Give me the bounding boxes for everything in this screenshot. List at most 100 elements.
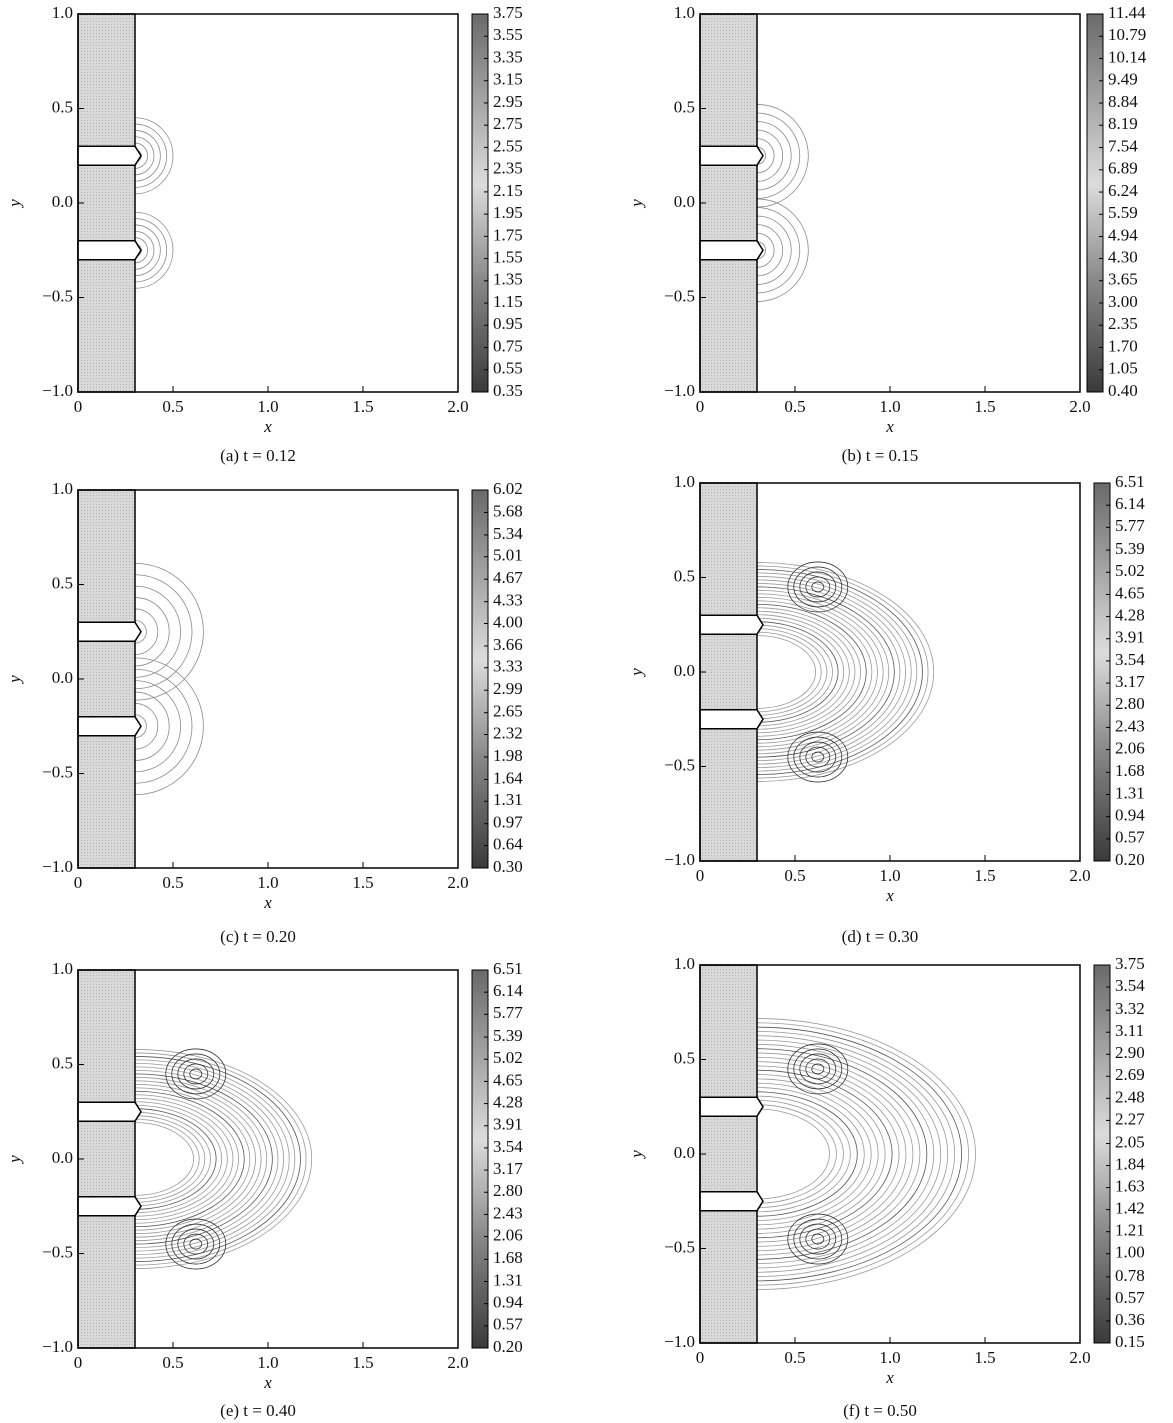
x-tick-label: 1.0 — [879, 866, 900, 885]
x-tick-label: 1.5 — [352, 1353, 373, 1372]
vortex-line — [793, 566, 843, 608]
x-tick-label: 0.5 — [162, 397, 183, 416]
colorbar-label: 6.89 — [1108, 159, 1138, 178]
contour-line — [757, 603, 867, 741]
colorbar — [471, 969, 489, 1349]
colorbar-label: 2.95 — [493, 92, 523, 111]
contour-line — [135, 136, 155, 176]
slot — [699, 145, 764, 166]
vortex-line — [171, 1053, 221, 1095]
vortex-line — [799, 1223, 837, 1255]
colorbar-label: 1.05 — [1108, 359, 1138, 378]
colorbar-label: 6.24 — [1108, 181, 1138, 200]
colorbar-label: 5.68 — [493, 501, 523, 520]
vortex-line — [787, 561, 849, 613]
colorbar-label: 6.51 — [1115, 472, 1145, 491]
colorbar-label: 3.17 — [1115, 672, 1145, 691]
x-tick-label: 1.5 — [352, 873, 373, 892]
colorbar-label: 5.77 — [493, 1003, 523, 1022]
contour-line — [757, 614, 850, 730]
y-axis-label: y — [627, 668, 646, 678]
contour-line — [757, 593, 884, 751]
colorbar-label: 3.54 — [1115, 650, 1145, 669]
vortex-line — [165, 1218, 227, 1270]
colorbar-label: 3.15 — [493, 70, 523, 89]
contour-line — [135, 230, 155, 270]
vortex-line — [793, 736, 843, 778]
y-tick-label: 1.0 — [674, 3, 695, 22]
colorbar-label: 3.17 — [493, 1159, 523, 1178]
colorbar-label: 2.69 — [1115, 1065, 1145, 1084]
slot — [77, 716, 142, 737]
contour-line — [135, 703, 159, 750]
y-tick-label: −0.5 — [664, 755, 695, 774]
x-tick-label: 1.0 — [879, 397, 900, 416]
colorbar-label: 2.05 — [1115, 1132, 1145, 1151]
contour-line — [757, 1044, 935, 1264]
y-tick-label: 0.0 — [674, 1143, 695, 1162]
colorbar — [471, 489, 489, 869]
y-tick-label: 0.5 — [674, 1048, 695, 1067]
vortex-line — [177, 1058, 215, 1090]
vortex-line — [811, 1233, 825, 1245]
colorbar-label: 1.21 — [1115, 1221, 1145, 1240]
vortex-line — [177, 1228, 215, 1260]
colorbar-label: 6.51 — [493, 959, 523, 978]
panel: 0 0.5 1.0 1.5 2.0−1.0−0.50.00.51.0xy6.516.14… — [627, 472, 1145, 946]
colorbar-label: 0.95 — [493, 314, 523, 333]
vortex-line — [805, 1058, 831, 1080]
contour-line — [135, 117, 174, 195]
x-tick-label: 0.5 — [784, 397, 805, 416]
contour-line — [757, 586, 895, 758]
x-tick-label: 0 — [696, 397, 705, 416]
y-tick-label: −0.5 — [42, 1242, 73, 1261]
contour-line — [135, 1097, 234, 1221]
colorbar-label: 6.14 — [1115, 494, 1145, 513]
contour-line — [135, 1118, 200, 1200]
contour-line — [135, 585, 181, 678]
contour-line — [135, 1059, 296, 1259]
contour-line — [757, 1052, 921, 1256]
colorbar-label: 4.28 — [493, 1092, 523, 1111]
contour-line — [135, 619, 147, 644]
contour-line — [757, 596, 878, 748]
caption: (c) t = 0.20 — [220, 927, 296, 946]
contour-line — [135, 1080, 262, 1238]
x-tick-label: 1.0 — [879, 1348, 900, 1367]
colorbar-label: 1.42 — [1115, 1199, 1145, 1218]
y-axis-label: y — [5, 199, 24, 209]
colorbar-label: 2.55 — [493, 136, 523, 155]
obstacle — [699, 482, 758, 862]
x-axis-label: x — [885, 417, 894, 436]
x-tick-label: 0 — [696, 866, 705, 885]
colorbar-label: 2.06 — [493, 1225, 523, 1244]
colorbar-label: 1.31 — [493, 1270, 523, 1289]
panel: 0 0.5 1.0 1.5 2.0−1.0−0.50.00.51.0xy11.4410.… — [627, 3, 1147, 465]
contour-line — [757, 1065, 900, 1243]
vortex-line — [183, 1063, 209, 1085]
contour-line — [135, 1069, 279, 1249]
colorbar-label: 4.65 — [493, 1070, 523, 1089]
panel: 0 0.5 1.0 1.5 2.0−1.0−0.50.00.51.0xy3.753.54… — [627, 954, 1145, 1420]
colorbar-label: 3.11 — [1115, 1021, 1144, 1040]
colorbar-label: 10.14 — [1108, 47, 1147, 66]
vortex-line — [793, 1048, 843, 1090]
colorbar-label: 5.39 — [493, 1026, 523, 1045]
contour-line — [757, 1069, 893, 1239]
colorbar-label: 1.84 — [1115, 1154, 1145, 1173]
x-tick-label: 2.0 — [1069, 1348, 1090, 1367]
panel: 0 0.5 1.0 1.5 2.0−1.0−0.50.00.51.0xy6.025.68… — [5, 479, 523, 946]
colorbar-label: 4.33 — [493, 591, 523, 610]
x-axis-label: x — [263, 893, 272, 912]
vortex-line — [805, 576, 831, 598]
vortex-line — [787, 1213, 849, 1265]
x-tick-label: 0 — [74, 873, 83, 892]
contour-line — [135, 1104, 223, 1214]
colorbar-label: 11.44 — [1108, 3, 1146, 22]
contour-line — [757, 1078, 879, 1230]
colorbar-label: 3.55 — [493, 25, 523, 44]
contour-line — [135, 562, 204, 701]
colorbar — [471, 13, 489, 393]
colorbar-label: 8.84 — [1108, 92, 1138, 111]
